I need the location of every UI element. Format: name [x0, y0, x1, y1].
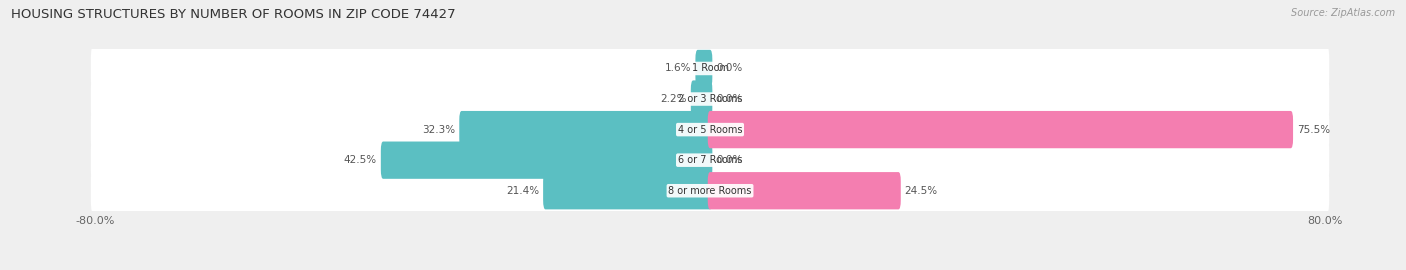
FancyBboxPatch shape	[707, 172, 901, 209]
FancyBboxPatch shape	[707, 111, 1294, 148]
FancyBboxPatch shape	[381, 141, 713, 179]
FancyBboxPatch shape	[543, 172, 713, 209]
Text: 8 or more Rooms: 8 or more Rooms	[668, 186, 752, 196]
Text: HOUSING STRUCTURES BY NUMBER OF ROOMS IN ZIP CODE 74427: HOUSING STRUCTURES BY NUMBER OF ROOMS IN…	[11, 8, 456, 21]
FancyBboxPatch shape	[690, 80, 713, 118]
Text: 24.5%: 24.5%	[904, 186, 938, 196]
Text: 0.0%: 0.0%	[716, 94, 742, 104]
FancyBboxPatch shape	[91, 105, 1329, 154]
FancyBboxPatch shape	[460, 111, 713, 148]
Text: 4 or 5 Rooms: 4 or 5 Rooms	[678, 124, 742, 135]
Text: 2.2%: 2.2%	[661, 94, 688, 104]
Text: 6 or 7 Rooms: 6 or 7 Rooms	[678, 155, 742, 165]
FancyBboxPatch shape	[91, 136, 1329, 185]
Text: 0.0%: 0.0%	[716, 63, 742, 73]
FancyBboxPatch shape	[91, 74, 1329, 124]
Text: 1 Room: 1 Room	[692, 63, 728, 73]
Text: 21.4%: 21.4%	[506, 186, 540, 196]
Text: 42.5%: 42.5%	[344, 155, 377, 165]
Text: 2 or 3 Rooms: 2 or 3 Rooms	[678, 94, 742, 104]
Text: Source: ZipAtlas.com: Source: ZipAtlas.com	[1291, 8, 1395, 18]
Text: 1.6%: 1.6%	[665, 63, 692, 73]
FancyBboxPatch shape	[696, 50, 713, 87]
Text: 75.5%: 75.5%	[1296, 124, 1330, 135]
Text: 0.0%: 0.0%	[716, 155, 742, 165]
Text: 32.3%: 32.3%	[422, 124, 456, 135]
FancyBboxPatch shape	[91, 166, 1329, 215]
FancyBboxPatch shape	[91, 44, 1329, 93]
